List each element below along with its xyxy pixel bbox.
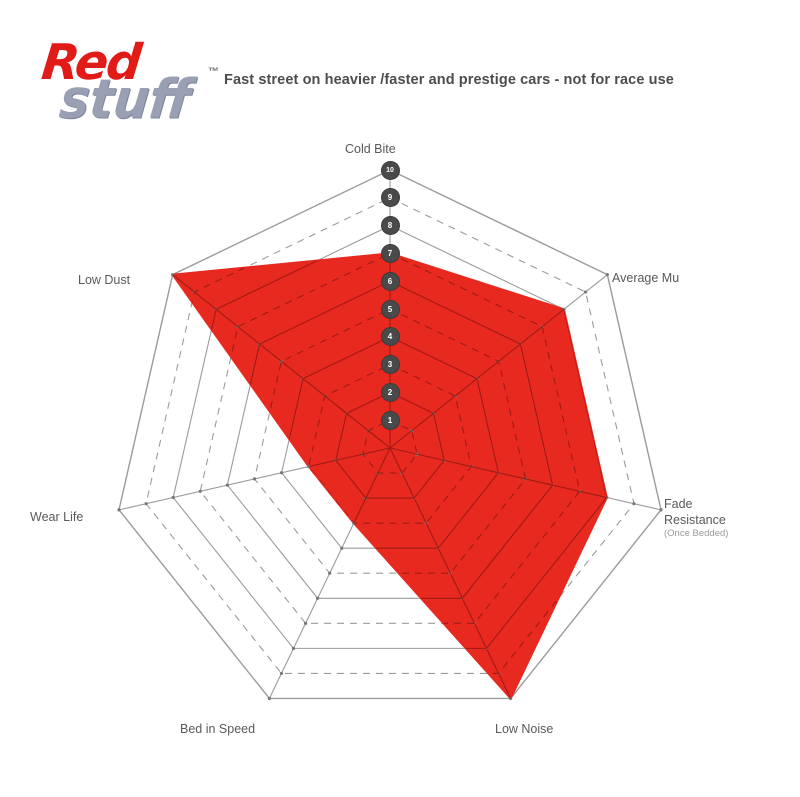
grid-vertex-dot: [328, 571, 332, 575]
axis-label-text-line2: Resistance: [664, 512, 726, 527]
grid-vertex-dot: [316, 596, 320, 600]
axis-label-text: Average Mu: [612, 271, 680, 285]
axis-label-low-dust: Low Dust: [78, 273, 130, 289]
axis-label-fade-resistance: Fade Resistance (Once Bedded): [664, 497, 728, 540]
scale-tick-2: 2: [381, 383, 399, 401]
axis-label-wear-life: Wear Life: [30, 510, 83, 526]
grid-vertex-dot: [279, 471, 284, 475]
axis-label-bed-in-speed: Bed in Speed: [180, 722, 255, 738]
scale-tick-7: 7: [381, 244, 399, 262]
scale-tick-5: 5: [381, 300, 399, 318]
grid-ring-over-4: [280, 336, 500, 549]
series-area-redstuff: [170, 252, 608, 701]
grid-ring-9: [145, 197, 635, 674]
axis-label-text: Cold Bite: [345, 142, 396, 156]
grid-vertex-dot: [291, 646, 296, 650]
axis-label-text: Fade: [664, 497, 693, 511]
grid-vertex-dot: [632, 502, 636, 506]
grid-vertex-dot: [117, 508, 121, 512]
axis-label-average-mu: Average Mu: [612, 271, 679, 287]
grid-vertex-dot: [605, 273, 609, 277]
axis-label-text: Low Noise: [495, 722, 554, 736]
grid-spoke-over: [389, 447, 512, 699]
scale-tick-4: 4: [381, 328, 399, 346]
axis-label-low-noise: Low Noise: [495, 722, 553, 738]
grid-vertex-dot: [659, 508, 663, 512]
grid-vertex-dot: [198, 489, 202, 493]
grid-vertex-dot: [340, 546, 344, 550]
series-polygon-redstuff: [170, 252, 608, 701]
axis-label-sublabel: (Once Bedded): [664, 528, 729, 540]
grid-vertex-dot: [225, 483, 229, 487]
grid-vertex-dot: [171, 495, 175, 500]
axis-label-text: Wear Life: [30, 510, 84, 524]
scale-tick-1: 1: [381, 411, 399, 429]
scale-tick-10: 10: [381, 161, 399, 179]
scale-tick-9: 9: [381, 189, 399, 207]
grid-vertex-dot: [279, 671, 284, 676]
scale-tick-8: 8: [381, 217, 399, 235]
axis-label-text: Low Dust: [78, 273, 131, 287]
scale-tick-6: 6: [381, 272, 399, 290]
scale-tick-3: 3: [381, 356, 399, 374]
grid-vertex-dot: [252, 477, 257, 481]
grid-vertex-dot: [267, 696, 271, 701]
grid-ring-over-1: [362, 419, 418, 474]
grid-spoke-over: [172, 274, 391, 449]
grid-ring-over-3: [308, 363, 472, 524]
grid-vertex-dot: [584, 290, 588, 294]
trademark-symbol: ™: [208, 66, 219, 78]
grid-ring-over-2: [335, 391, 445, 499]
grid-vertex-dot: [303, 621, 308, 625]
grid-spoke-over: [389, 447, 607, 511]
redstuff-logo: Red stuff ™: [38, 34, 238, 136]
axis-label-cold-bite: Cold Bite: [345, 142, 396, 158]
axis-label-text: Bed in Speed: [180, 722, 256, 736]
grid-vertex-dot: [144, 502, 148, 506]
grid-ring-10: [118, 169, 662, 700]
page-title: Fast street on heavier /faster and prest…: [224, 72, 674, 88]
